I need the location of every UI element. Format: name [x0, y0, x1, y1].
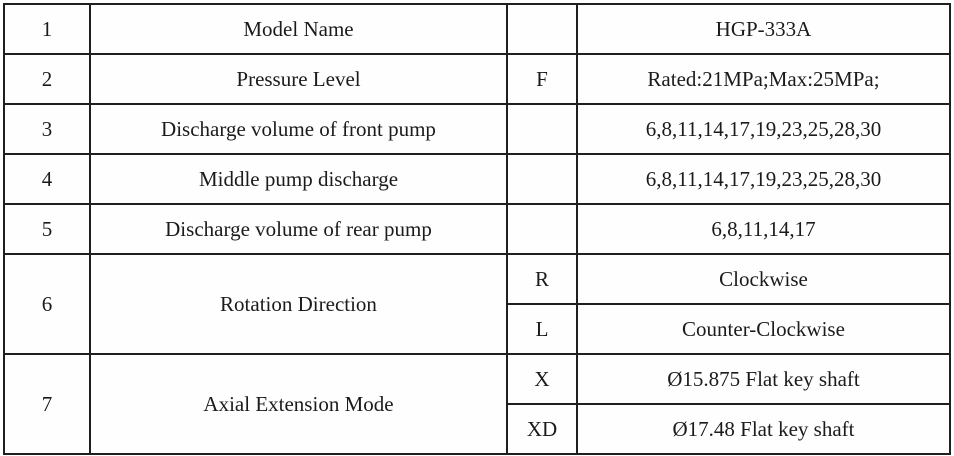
- spec-code-cell: L: [506, 303, 578, 355]
- row-number-cell: 2: [3, 53, 91, 105]
- table-row-axial-extension-x: 7 Axial Extension Mode X Ø15.875 Flat ke…: [3, 353, 951, 455]
- spec-table-container: 1 Model Name HGP-333A 2 Pressure Level F…: [3, 3, 951, 455]
- table-row-pressure-level: 2 Pressure Level F Rated:21MPa;Max:25MPa…: [3, 53, 951, 105]
- pump-spec-table: 1 Model Name HGP-333A 2 Pressure Level F…: [3, 3, 951, 455]
- row-number-cell: 1: [3, 3, 91, 55]
- row-number-cell: 5: [3, 203, 91, 255]
- spec-code-cell: [506, 153, 578, 205]
- row-number-cell: 4: [3, 153, 91, 205]
- spec-label-cell: Middle pump discharge: [89, 153, 508, 205]
- spec-label-cell: Pressure Level: [89, 53, 508, 105]
- spec-code-cell: [506, 203, 578, 255]
- spec-code-cell: X: [506, 353, 578, 405]
- row-number-cell: 6: [3, 253, 91, 355]
- spec-code-cell: R: [506, 253, 578, 305]
- spec-code-cell: XD: [506, 403, 578, 455]
- spec-label-cell: Rotation Direction: [89, 253, 508, 355]
- row-number-cell: 7: [3, 353, 91, 455]
- spec-value-cell: HGP-333A: [576, 3, 951, 55]
- table-row-front-pump-discharge: 3 Discharge volume of front pump 6,8,11,…: [3, 103, 951, 155]
- spec-value-cell: Ø15.875 Flat key shaft: [576, 353, 951, 405]
- spec-label-cell: Axial Extension Mode: [89, 353, 508, 455]
- spec-label-cell: Discharge volume of front pump: [89, 103, 508, 155]
- table-row-middle-pump-discharge: 4 Middle pump discharge 6,8,11,14,17,19,…: [3, 153, 951, 205]
- spec-value-cell: 6,8,11,14,17,19,23,25,28,30: [576, 103, 951, 155]
- table-row-rotation-direction-r: 6 Rotation Direction R Clockwise: [3, 253, 951, 355]
- spec-code-cell: F: [506, 53, 578, 105]
- spec-code-cell: [506, 3, 578, 55]
- spec-value-cell: Ø17.48 Flat key shaft: [576, 403, 951, 455]
- spec-label-cell: Model Name: [89, 3, 508, 55]
- spec-value-cell: 6,8,11,14,17: [576, 203, 951, 255]
- table-row-rear-pump-discharge: 5 Discharge volume of rear pump 6,8,11,1…: [3, 203, 951, 255]
- spec-value-cell: Rated:21MPa;Max:25MPa;: [576, 53, 951, 105]
- table-row-axial-extension-xd: XD Ø17.48 Flat key shaft: [4, 403, 951, 455]
- spec-label-cell: Discharge volume of rear pump: [89, 203, 508, 255]
- table-row-rotation-direction-l: L Counter-Clockwise: [4, 303, 951, 355]
- spec-value-cell: Clockwise: [576, 253, 951, 305]
- row-number-cell: 3: [3, 103, 91, 155]
- spec-value-cell: Counter-Clockwise: [576, 303, 951, 355]
- spec-value-cell: 6,8,11,14,17,19,23,25,28,30: [576, 153, 951, 205]
- spec-code-cell: [506, 103, 578, 155]
- table-row-model-name: 1 Model Name HGP-333A: [3, 3, 951, 55]
